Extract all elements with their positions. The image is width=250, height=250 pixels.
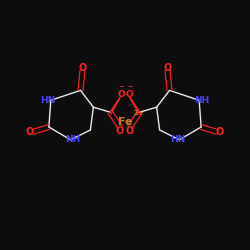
Text: O: O <box>126 126 134 136</box>
Text: NH: NH <box>194 96 210 105</box>
Text: −: − <box>127 84 133 90</box>
Text: HN: HN <box>170 135 185 144</box>
Text: 2+: 2+ <box>134 110 144 116</box>
Text: NH: NH <box>65 135 80 144</box>
Text: −: − <box>118 84 124 90</box>
Text: O: O <box>78 63 86 73</box>
Text: O: O <box>117 90 125 99</box>
Text: O: O <box>26 127 34 137</box>
Text: O: O <box>164 63 172 73</box>
Text: O: O <box>116 126 124 136</box>
Text: O: O <box>125 90 133 99</box>
Text: HN: HN <box>40 96 56 105</box>
Text: Fe: Fe <box>118 117 132 127</box>
Text: O: O <box>216 127 224 137</box>
